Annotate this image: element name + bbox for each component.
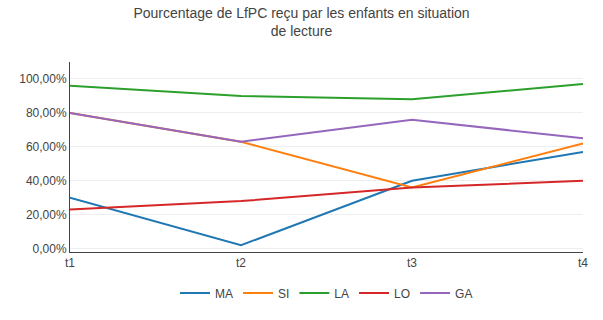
svg-text:t3: t3 [407, 256, 417, 270]
svg-text:100,00%: 100,00% [19, 72, 67, 86]
svg-text:20,00%: 20,00% [26, 208, 67, 222]
svg-text:LO: LO [394, 287, 410, 301]
svg-text:60,00%: 60,00% [26, 140, 67, 154]
svg-text:t2: t2 [236, 256, 246, 270]
svg-text:t1: t1 [65, 256, 75, 270]
svg-text:SI: SI [278, 287, 289, 301]
svg-text:0,00%: 0,00% [33, 242, 67, 256]
svg-text:Pourcentage de LfPC reçu par l: Pourcentage de LfPC reçu par les enfants… [133, 5, 469, 39]
svg-text:GA: GA [455, 287, 472, 301]
svg-text:t4: t4 [578, 256, 588, 270]
svg-text:80,00%: 80,00% [26, 106, 67, 120]
svg-text:40,00%: 40,00% [26, 174, 67, 188]
svg-text:MA: MA [215, 287, 233, 301]
svg-text:LA: LA [334, 287, 349, 301]
